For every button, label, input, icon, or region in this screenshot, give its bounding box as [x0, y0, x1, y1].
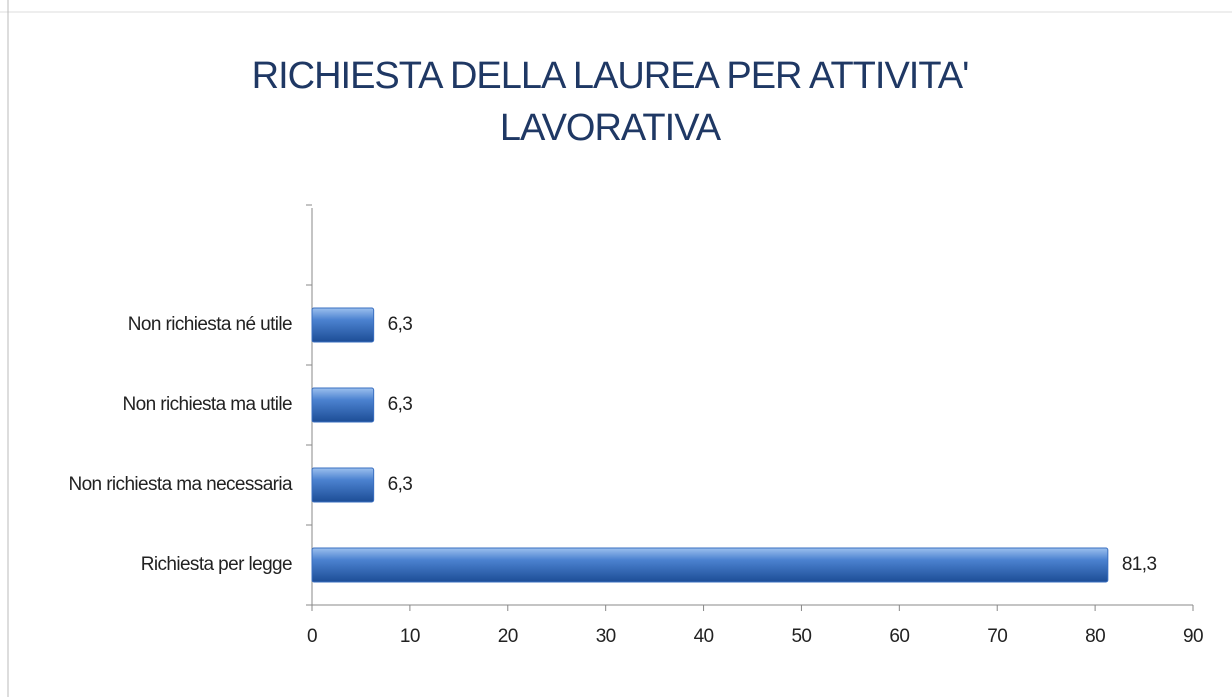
bar	[311, 387, 375, 423]
value-label: 81,3	[1122, 554, 1157, 575]
x-tick-label: 60	[889, 626, 909, 647]
x-tick-label: 0	[307, 626, 317, 647]
bar	[311, 467, 375, 503]
x-tick-label: 90	[1183, 626, 1203, 647]
chart-title: RICHIESTA DELLA LAUREA PER ATTIVITA'	[252, 55, 969, 97]
value-label: 6,3	[388, 394, 413, 415]
y-tick-label: Non richiesta né utile	[128, 314, 292, 335]
bar	[311, 307, 375, 343]
x-tick-label: 50	[791, 626, 811, 647]
y-tick-label: Richiesta per legge	[141, 554, 292, 575]
chart-title: LAVORATIVA	[500, 107, 722, 149]
y-tick-label: Non richiesta ma necessaria	[68, 474, 293, 495]
x-tick-label: 70	[987, 626, 1007, 647]
value-label: 6,3	[388, 474, 413, 495]
x-tick-label: 10	[400, 626, 420, 647]
x-tick-label: 30	[596, 626, 616, 647]
y-tick-label: Non richiesta ma utile	[123, 394, 293, 415]
value-label: 6,3	[388, 314, 413, 335]
x-tick-label: 20	[498, 626, 518, 647]
x-tick-label: 80	[1085, 626, 1105, 647]
x-tick-label: 40	[694, 626, 714, 647]
bar	[311, 547, 1109, 583]
